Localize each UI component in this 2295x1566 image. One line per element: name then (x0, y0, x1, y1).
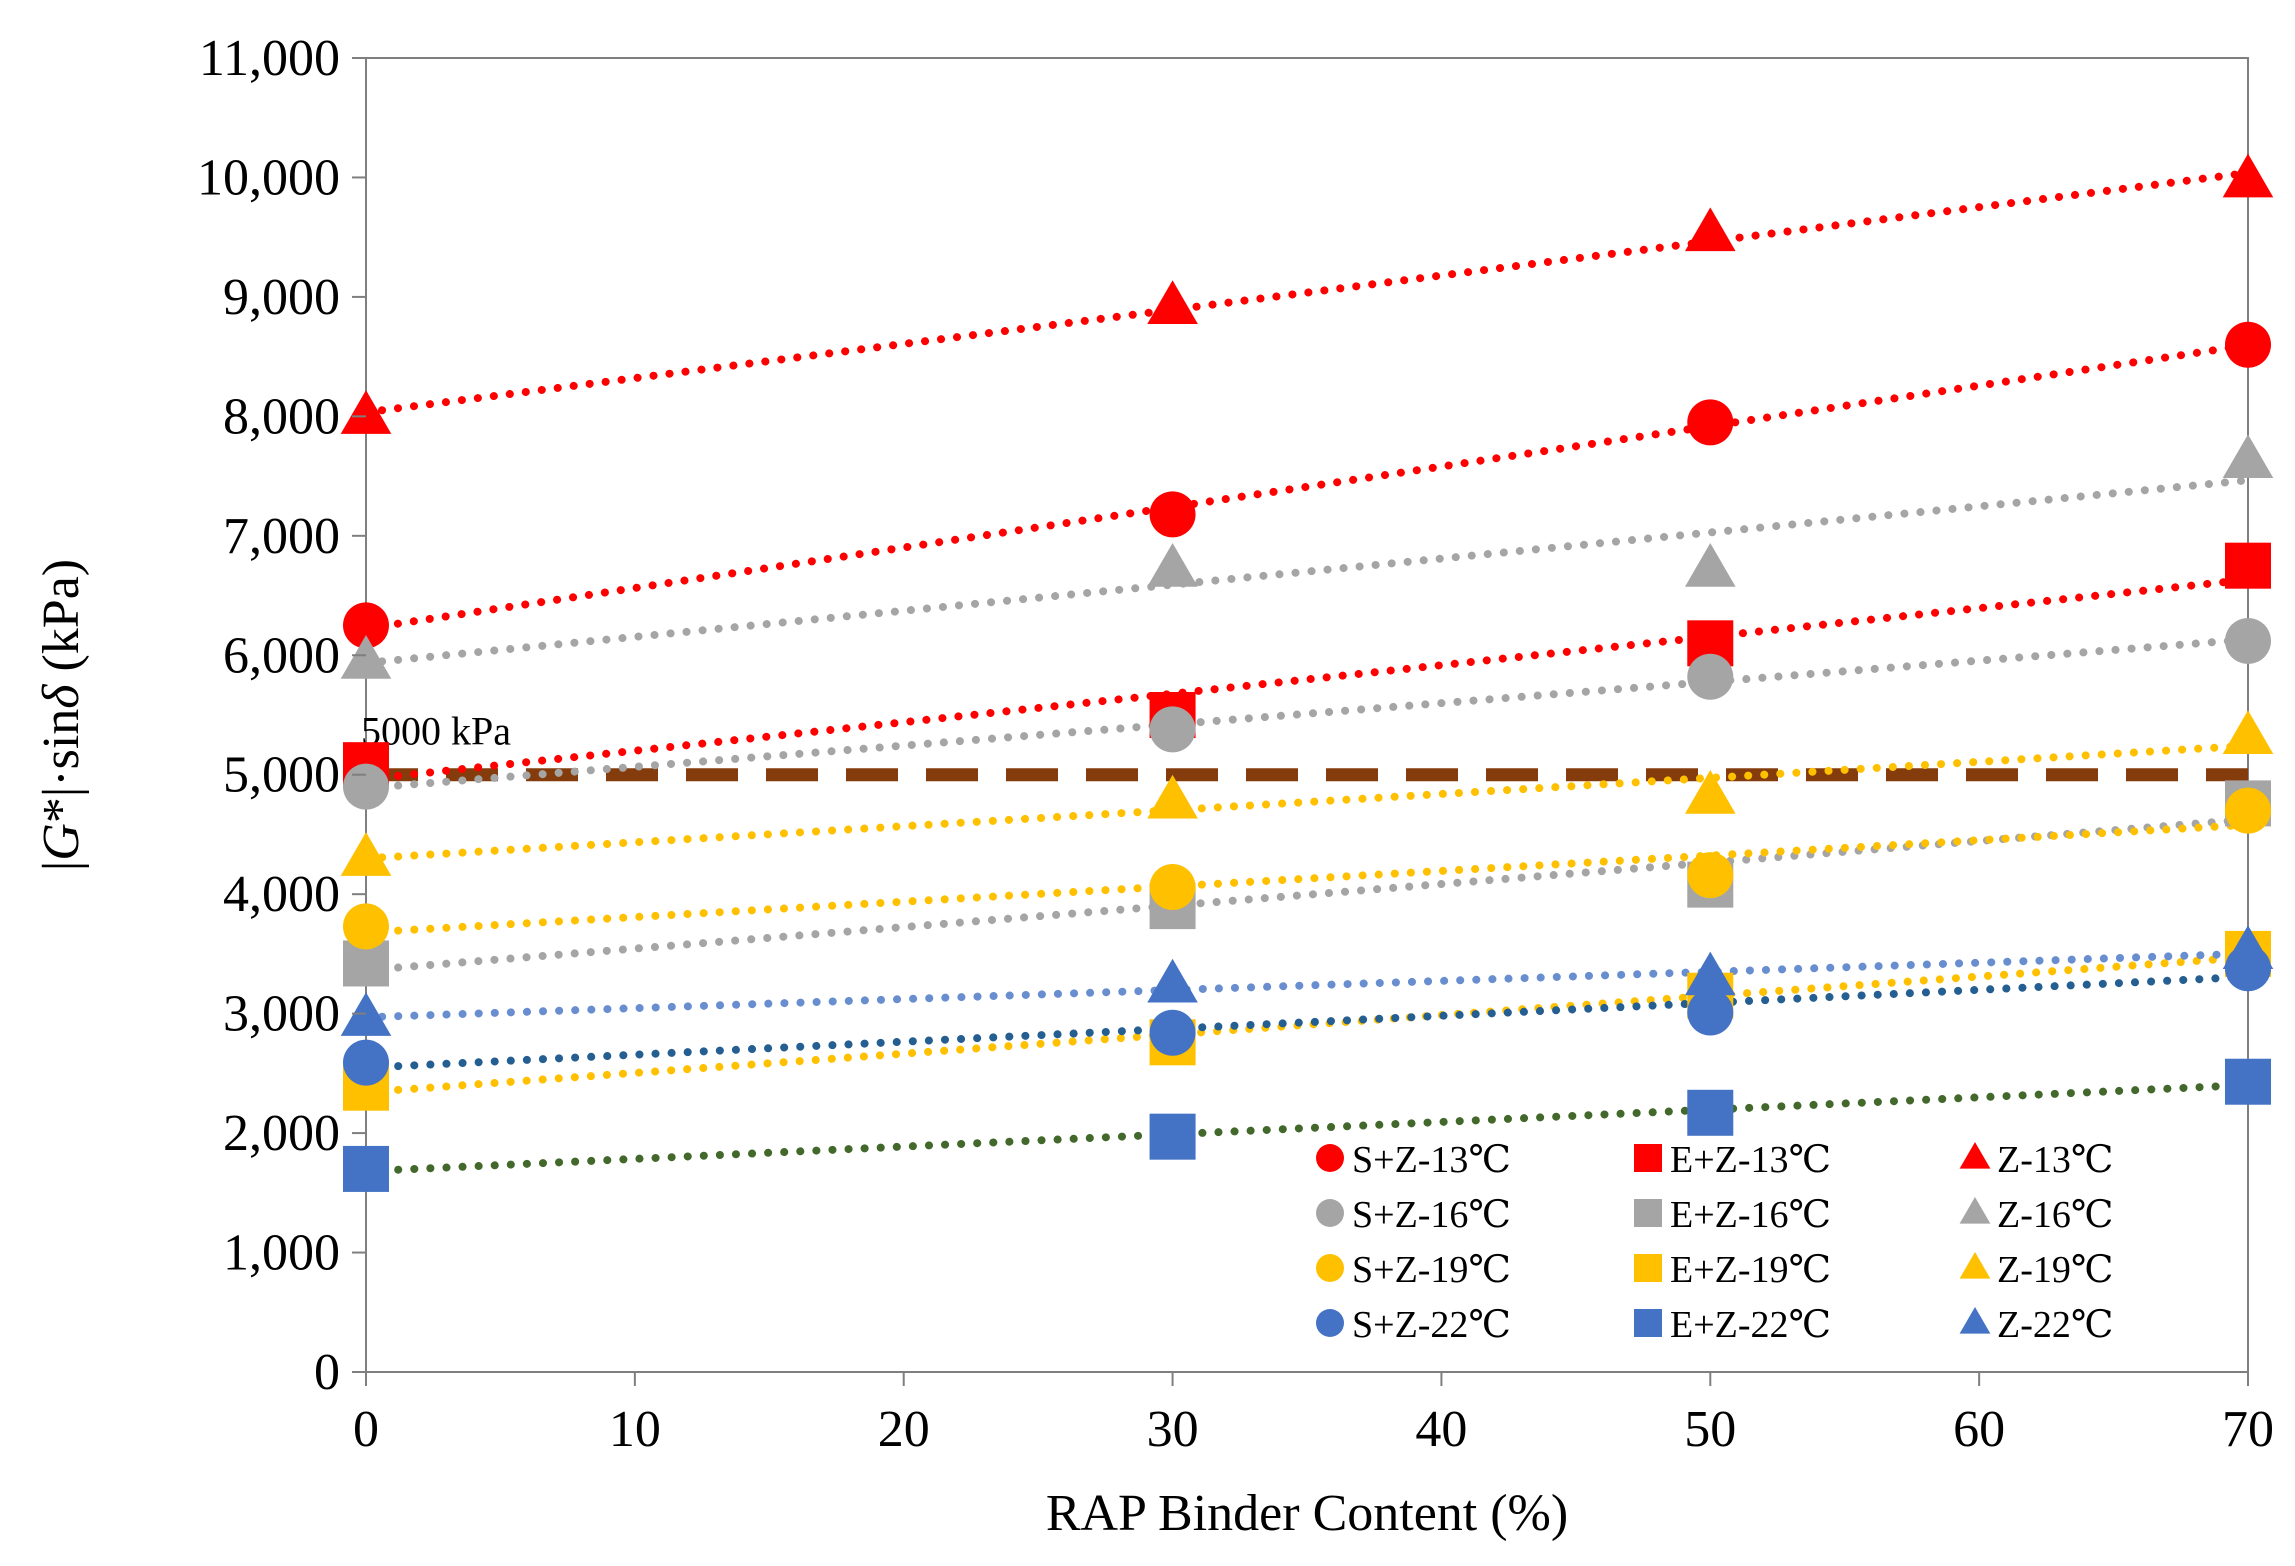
data-point-S+Z-16℃ (1687, 653, 1734, 700)
y-tick-label: 8,000 (223, 388, 340, 445)
x-tick-label: 30 (1147, 1401, 1199, 1458)
data-point-S+Z-19℃ (1687, 852, 1734, 899)
y-tick-label: 9,000 (223, 269, 340, 326)
y-axis-title-part: δ (33, 684, 90, 709)
data-point-Z-19℃ (1684, 770, 1736, 814)
data-point-E+Z-22℃ (1149, 1113, 1196, 1160)
data-point-S+Z-16℃ (343, 763, 389, 810)
data-point-S+Z-22℃ (1149, 1009, 1196, 1056)
y-tick-label: 11,000 (199, 30, 340, 87)
data-point-S+Z-16℃ (2225, 617, 2271, 664)
legend-marker (1316, 1144, 1344, 1172)
data-point-S+Z-19℃ (2225, 787, 2271, 834)
y-axis-title: |G*|·sinδ (kPa) (33, 559, 90, 871)
legend-label: S+Z-19℃ (1352, 1249, 1511, 1291)
x-axis-title: RAP Binder Content (%) (1046, 1485, 1568, 1542)
data-point-Z-22℃ (2222, 925, 2274, 969)
data-point-E+Z-22℃ (343, 1145, 389, 1192)
data-point-E+Z-22℃ (2225, 1058, 2271, 1105)
y-tick-label: 2,000 (223, 1105, 340, 1162)
legend: S+Z-13℃ E+Z-13℃ Z-13℃ S+Z-16℃ E+Z-16℃ Z-16℃ S+… (1316, 1139, 2113, 1346)
data-point-E+Z-22℃ (1687, 1089, 1734, 1136)
y-tick-label: 3,000 (223, 986, 340, 1043)
trendline-Z-16℃ (362, 476, 2252, 667)
legend-marker (1316, 1309, 1344, 1337)
data-point-Z-16℃ (1684, 543, 1736, 587)
legend-marker (1634, 1144, 1662, 1172)
y-tick-label: 10,000 (197, 149, 340, 206)
data-point-Z-13℃ (340, 390, 392, 434)
data-point-S+Z-13℃ (1687, 399, 1734, 446)
data-point-S+Z-16℃ (1149, 706, 1196, 753)
trendline-S+Z-13℃ (362, 341, 2252, 633)
legend-label: S+Z-16℃ (1352, 1194, 1511, 1236)
legend-label: E+Z-19℃ (1670, 1249, 1831, 1291)
x-tick-label: 0 (353, 1401, 379, 1458)
data-point-Z-19℃ (340, 832, 392, 876)
trendlines (362, 168, 2252, 1176)
trendline-Z-13℃ (362, 168, 2252, 417)
trendline-E+Z-13℃ (362, 575, 2252, 784)
legend-label: S+Z-13℃ (1352, 1139, 1511, 1181)
data-point-S+Z-13℃ (343, 602, 389, 649)
x-tick-label: 60 (1953, 1401, 2005, 1458)
x-tick-label: 10 (609, 1401, 661, 1458)
data-point-Z-16℃ (2222, 434, 2274, 479)
legend-label: Z-19℃ (1997, 1249, 2113, 1291)
x-tick-label: 70 (2222, 1401, 2274, 1458)
legend-label: Z-13℃ (1997, 1139, 2113, 1181)
data-point-S+Z-13℃ (1149, 491, 1196, 538)
legend-marker (1634, 1309, 1662, 1337)
x-tick-label: 40 (1415, 1401, 1467, 1458)
data-point-S+Z-19℃ (343, 903, 389, 950)
legend-label: S+Z-22℃ (1352, 1304, 1511, 1346)
legend-label: E+Z-16℃ (1670, 1194, 1831, 1236)
data-point-S+Z-22℃ (1687, 989, 1734, 1036)
data-point-Z-19℃ (1147, 774, 1198, 819)
data-point-Z-16℃ (340, 635, 392, 679)
legend-marker (1634, 1199, 1662, 1227)
data-point-S+Z-13℃ (2225, 321, 2271, 368)
y-tick-label: 1,000 (223, 1225, 340, 1282)
y-tick-label: 4,000 (223, 866, 340, 923)
data-point-Z-22℃ (1684, 951, 1736, 996)
y-tick-label: 6,000 (223, 627, 340, 684)
legend-label: E+Z-13℃ (1670, 1139, 1831, 1181)
legend-marker (1959, 1252, 1991, 1279)
data-point-Z-13℃ (1147, 280, 1198, 324)
x-tick-label: 50 (1684, 1401, 1736, 1458)
y-axis-title-part: *|·sin (33, 709, 90, 823)
legend-marker (1959, 1142, 1991, 1169)
data-point-Z-16℃ (1147, 543, 1198, 587)
legend-label: E+Z-22℃ (1670, 1304, 1831, 1346)
data-point-E+Z-13℃ (2225, 542, 2271, 589)
y-tick-label: 5,000 (223, 747, 340, 804)
legend-label: Z-16℃ (1997, 1194, 2113, 1236)
data-point-S+Z-22℃ (343, 1039, 389, 1086)
y-axis-title-part: | (33, 861, 90, 871)
x-tick-label: 20 (878, 1401, 930, 1458)
legend-marker (1316, 1199, 1344, 1227)
legend-marker (1959, 1307, 1991, 1334)
y-axis-title-part: (kPa) (33, 559, 90, 685)
y-tick-label: 0 (314, 1344, 340, 1401)
data-point-Z-22℃ (1147, 958, 1198, 1003)
axes: 0 10 20 30 40 50 60 70 0 1,000 2,000 3,000 4,000 5,00… (197, 30, 2274, 1458)
legend-marker (1316, 1254, 1344, 1282)
data-point-Z-13℃ (2222, 153, 2274, 198)
data-point-Z-13℃ (1684, 207, 1736, 252)
y-axis-title-part: G (33, 823, 90, 861)
data-point-Z-19℃ (2222, 710, 2274, 754)
legend-label: Z-22℃ (1997, 1304, 2113, 1346)
data-point-S+Z-19℃ (1149, 864, 1196, 911)
data-markers (340, 153, 2274, 1192)
legend-marker (1959, 1197, 1991, 1224)
y-tick-label: 7,000 (223, 508, 340, 565)
legend-marker (1634, 1254, 1662, 1282)
